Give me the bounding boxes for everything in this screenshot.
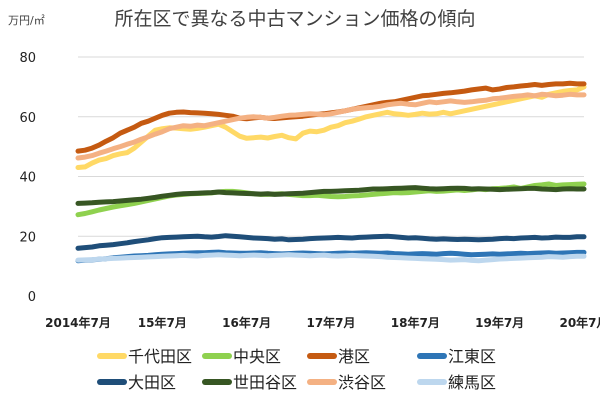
x-tick-label: 20年7月: [559, 315, 600, 330]
series-line-練馬区: [75, 252, 587, 264]
y-tick-label: 60: [19, 111, 36, 126]
y-tick-label: 20: [19, 230, 36, 245]
legend-label: 練馬区: [448, 373, 496, 392]
legend-label: 江東区: [448, 347, 496, 366]
legend-label: 世田谷区: [233, 373, 297, 392]
legend-label: 大田区: [128, 373, 176, 392]
legend-label: 港区: [338, 347, 370, 366]
y-tick-label: 40: [19, 171, 36, 186]
series-line-大田区: [75, 233, 587, 251]
series-lines: [75, 80, 587, 264]
x-tick-label: 15年7月: [138, 315, 187, 330]
legend-label: 渋谷区: [338, 373, 386, 392]
unit-label: 万円/㎡: [8, 14, 45, 27]
y-tick-label: 0: [28, 290, 36, 305]
x-tick-label: 16年7月: [222, 315, 271, 330]
y-axis: 0 20 40 60 80: [19, 51, 36, 305]
series-line-千代田区: [75, 84, 587, 170]
x-axis: 2014年7月 15年7月 16年7月 17年7月 18年7月 19年7月 20年7月: [45, 315, 600, 330]
x-tick-label: 18年7月: [391, 315, 440, 330]
series-line-世田谷区: [75, 185, 587, 206]
gridlines: [78, 56, 584, 237]
y-tick-label: 80: [19, 51, 36, 66]
x-tick-label: 17年7月: [306, 315, 355, 330]
x-tick-label: 2014年7月: [45, 315, 111, 330]
x-tick-label: 19年7月: [475, 315, 524, 330]
legend-label: 千代田区: [128, 347, 192, 366]
series-line-渋谷区: [75, 91, 587, 161]
legend-label: 中央区: [233, 347, 281, 366]
chart-title: 所在区で異なる中古マンション価格の傾向: [114, 8, 475, 30]
